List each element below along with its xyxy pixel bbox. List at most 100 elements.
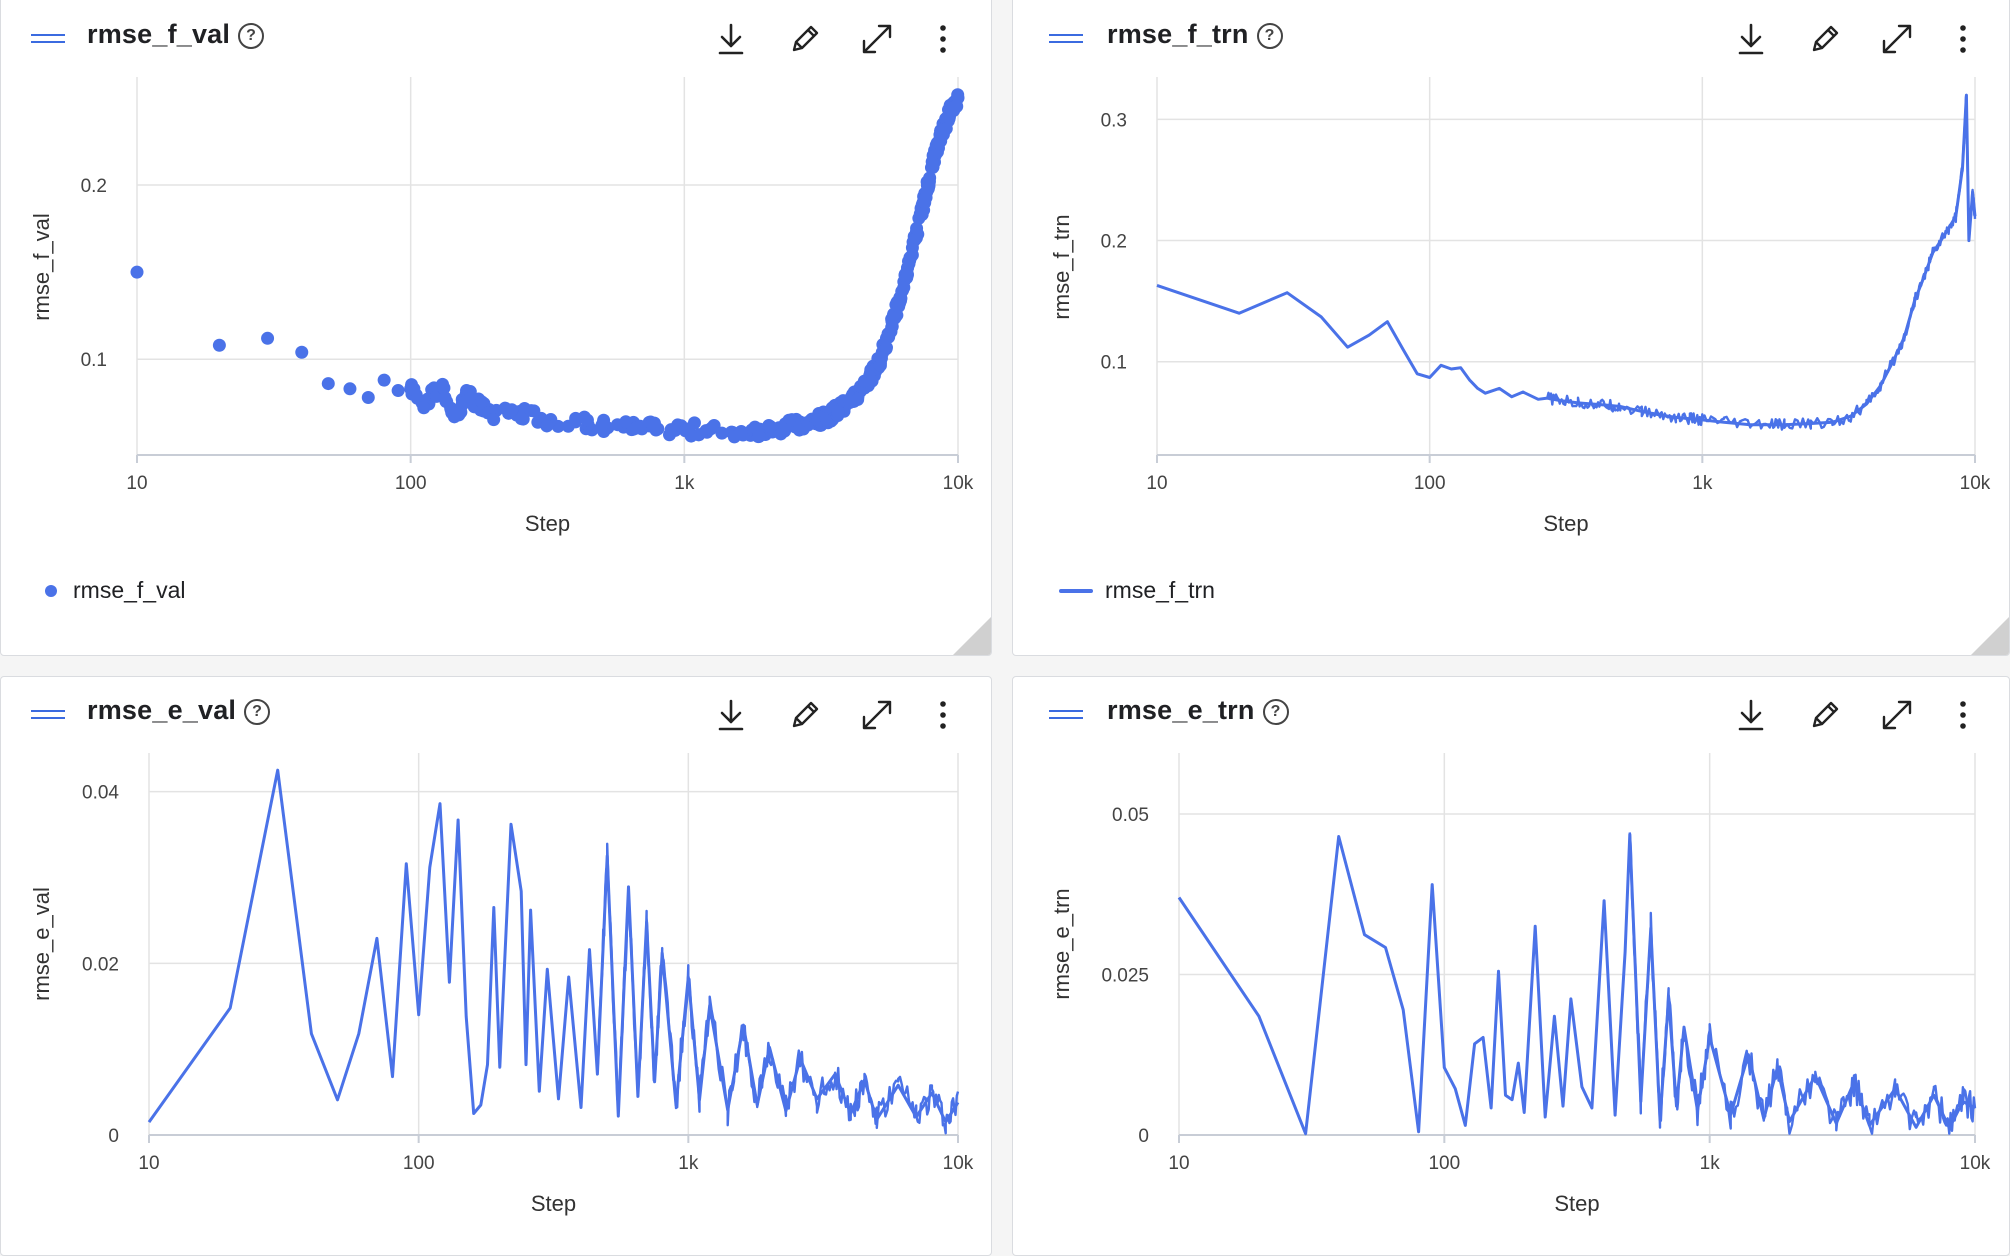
y-tick-label: 0 — [108, 1126, 119, 1147]
pencil-icon[interactable] — [787, 697, 823, 733]
data-point — [915, 207, 929, 221]
card-title-text: rmse_e_val — [87, 695, 237, 725]
legend-marker — [45, 584, 57, 597]
card-title: rmse_f_trn? — [1107, 19, 1283, 50]
data-point — [831, 405, 845, 419]
drag-handle-icon[interactable] — [1049, 34, 1083, 46]
drag-handle-icon[interactable] — [1049, 710, 1083, 722]
data-point — [130, 265, 144, 279]
series-noise — [1628, 832, 1977, 1135]
data-point — [792, 423, 806, 437]
y-tick-label: 0.2 — [81, 176, 107, 197]
data-point — [514, 412, 528, 426]
data-point — [361, 391, 375, 405]
data-point — [910, 221, 924, 235]
expand-icon[interactable] — [859, 697, 895, 733]
card-header: rmse_f_trn? — [1013, 1, 2009, 77]
data-point — [939, 122, 953, 136]
x-tick-label: 100 — [395, 473, 427, 494]
download-icon[interactable] — [713, 697, 749, 733]
y-axis-label: rmse_f_val — [29, 213, 54, 321]
y-tick-label: 0.025 — [1101, 965, 1149, 986]
data-point — [925, 155, 939, 169]
y-tick-label: 0.3 — [1101, 110, 1127, 131]
chart-plot: 10 100 1k 10k 0 0.02 0.04 Step rmse_e_val — [29, 753, 974, 1216]
data-point — [894, 294, 908, 308]
legend-label: rmse_f_trn — [1105, 577, 1215, 603]
data-point — [596, 417, 610, 431]
series-noise — [596, 842, 960, 1135]
more-vert-icon[interactable] — [1945, 697, 1981, 733]
data-point — [619, 415, 633, 429]
download-icon[interactable] — [713, 21, 749, 57]
x-axis-label: Step — [1543, 511, 1588, 536]
expand-icon[interactable] — [1879, 21, 1915, 57]
pencil-icon[interactable] — [1807, 697, 1843, 733]
series-line — [1177, 833, 1976, 1136]
expand-icon[interactable] — [1879, 697, 1915, 733]
more-vert-icon[interactable] — [925, 697, 961, 733]
series-line — [1156, 93, 1977, 427]
card-header: rmse_f_val? — [1, 1, 991, 77]
x-tick-label: 1k — [1700, 1153, 1721, 1174]
y-axis-label: rmse_e_val — [29, 887, 54, 1001]
help-icon[interactable]: ? — [238, 23, 265, 49]
data-point — [909, 231, 923, 245]
data-point — [684, 429, 698, 443]
y-axis-label: rmse_f_trn — [1049, 214, 1074, 319]
data-point — [734, 425, 748, 439]
data-point — [437, 381, 451, 395]
card-title-text: rmse_e_trn — [1107, 695, 1255, 725]
data-point — [407, 382, 421, 396]
data-point — [343, 382, 357, 396]
x-axis-label: Step — [525, 511, 570, 536]
download-icon[interactable] — [1733, 21, 1769, 57]
data-point — [505, 403, 519, 417]
help-icon[interactable]: ? — [244, 699, 271, 725]
more-vert-icon[interactable] — [925, 21, 961, 57]
pencil-icon[interactable] — [787, 21, 823, 57]
help-icon[interactable]: ? — [1262, 699, 1289, 725]
x-tick-label: 10k — [1960, 473, 1991, 494]
card-title-text: rmse_f_trn — [1107, 19, 1249, 49]
y-axis-label: rmse_e_trn — [1049, 888, 1074, 999]
resize-handle[interactable] — [1971, 617, 2009, 655]
data-point — [900, 268, 914, 282]
y-tick-label: 0.1 — [81, 350, 107, 371]
x-tick-label: 10 — [1146, 473, 1167, 494]
expand-icon[interactable] — [859, 21, 895, 57]
resize-handle[interactable] — [953, 617, 991, 655]
drag-handle-icon[interactable] — [31, 34, 65, 46]
data-point — [321, 377, 335, 391]
data-point — [295, 345, 309, 359]
data-point — [212, 338, 226, 352]
pencil-icon[interactable] — [1807, 21, 1843, 57]
data-point — [715, 426, 729, 440]
data-point — [577, 410, 591, 424]
data-point — [903, 251, 917, 265]
y-tick-label: 0.04 — [82, 783, 119, 804]
y-tick-label: 0 — [1138, 1126, 1149, 1147]
series-line — [147, 768, 960, 1124]
data-point — [752, 429, 766, 443]
drag-handle-icon[interactable] — [31, 710, 65, 722]
data-point — [945, 103, 959, 117]
x-tick-label: 100 — [1414, 473, 1446, 494]
data-point — [645, 417, 659, 431]
help-icon[interactable]: ? — [1256, 23, 1283, 49]
data-point — [664, 423, 678, 437]
chart-legend: rmse_f_val — [45, 577, 185, 604]
data-point — [377, 373, 391, 387]
download-icon[interactable] — [1733, 697, 1769, 733]
card-title-text: rmse_f_val — [87, 19, 231, 49]
x-tick-label: 10k — [1960, 1153, 1991, 1174]
x-tick-label: 1k — [1692, 473, 1713, 494]
data-point — [874, 351, 888, 365]
chart-card-rmse-e-val: rmse_e_val? 10 100 1k 10k 0 0.02 0.04 Step rmse_… — [0, 676, 992, 1256]
y-tick-label: 0.2 — [1101, 232, 1127, 253]
x-tick-label: 100 — [403, 1153, 435, 1174]
more-vert-icon[interactable] — [1945, 21, 1981, 57]
chart-card-rmse-f-trn: rmse_f_trn? 10 100 1k 10k 0.1 0.2 0.3 Step rmse_… — [1012, 0, 2010, 656]
x-tick-label: 10k — [943, 1153, 974, 1174]
x-tick-label: 10k — [943, 473, 974, 494]
